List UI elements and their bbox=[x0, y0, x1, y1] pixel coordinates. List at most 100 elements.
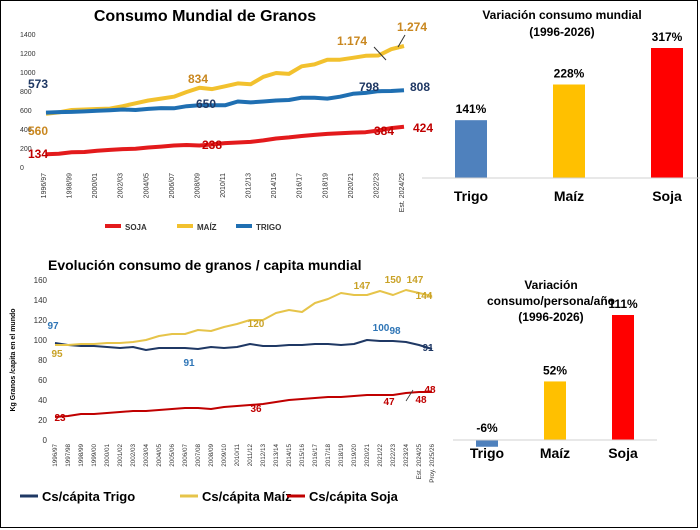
chart1-x-tick: 2002/03 bbox=[118, 173, 125, 198]
chart3-x-tick: 2018/19 bbox=[338, 444, 345, 467]
chart4-category-label: Soja bbox=[608, 445, 638, 461]
chart1-y-tick: 1200 bbox=[20, 51, 36, 58]
chart3-data-label: 120 bbox=[248, 319, 265, 330]
chart4-title: Variación bbox=[524, 278, 577, 292]
chart3-y-tick: 80 bbox=[38, 356, 47, 365]
chart3-data-label: 147 bbox=[407, 275, 424, 286]
chart2-bar bbox=[455, 120, 487, 178]
chart3-x-tick: 1998/99 bbox=[78, 444, 85, 467]
chart3-x-tick: 1997/98 bbox=[65, 444, 72, 467]
chart3-y-tick: 60 bbox=[38, 376, 47, 385]
chart3-x-tick: 2005/06 bbox=[169, 444, 176, 467]
chart3-x-tick: 1996/97 bbox=[52, 444, 59, 467]
chart3-x-tick: 2000/01 bbox=[104, 444, 111, 467]
chart4-data-label: 52% bbox=[543, 363, 567, 377]
chart3-data-label: 147 bbox=[354, 281, 371, 292]
chart3-x-tick: Proy. 2025/26 bbox=[429, 444, 436, 483]
chart3-y-tick: 100 bbox=[34, 336, 48, 345]
chart3-data-label: 91 bbox=[183, 358, 195, 369]
chart3-x-tick: 2014/15 bbox=[286, 444, 293, 467]
chart1-data-label: 798 bbox=[359, 80, 379, 94]
chart3-data-label: 47 bbox=[383, 397, 395, 408]
chart3-x-tick: 2022/23 bbox=[390, 444, 397, 467]
chart1-x-tick: 2020/21 bbox=[348, 173, 355, 198]
chart1-legend-label: SOJA bbox=[125, 223, 147, 232]
chart3-x-tick: 2010/11 bbox=[234, 444, 241, 467]
chart1-data-label: 424 bbox=[413, 121, 433, 135]
chart3-x-tick: 2012/13 bbox=[260, 444, 267, 467]
chart3-data-label: 91 bbox=[422, 343, 434, 354]
chart2-title: Variación consumo mundial bbox=[482, 8, 641, 22]
chart1-y-tick: 800 bbox=[20, 89, 32, 96]
chart3-x-tick: 2013/14 bbox=[273, 444, 280, 467]
chart3-data-label: 48 bbox=[424, 385, 436, 396]
chart1-y-tick: 400 bbox=[20, 127, 32, 134]
chart1-data-label: 650 bbox=[196, 97, 216, 111]
chart4-bar bbox=[476, 440, 498, 447]
chart1-x-tick: 2018/19 bbox=[322, 173, 329, 198]
chart4-category-label: Maíz bbox=[540, 445, 570, 461]
chart2-data-label: 317% bbox=[652, 30, 683, 44]
chart1-data-label: 1.174 bbox=[337, 34, 367, 48]
chart3-x-tick: 2017/18 bbox=[325, 444, 332, 467]
chart1-x-tick: 1996/97 bbox=[41, 173, 48, 198]
chart3-x-tick: 2002/03 bbox=[130, 444, 137, 467]
chart3-legend-label: Cs/cápita Maíz bbox=[202, 489, 292, 504]
chart2-bar bbox=[553, 84, 585, 178]
chart2-category-label: Trigo bbox=[454, 188, 488, 204]
chart4-bar bbox=[612, 315, 634, 440]
chart1-data-label: 573 bbox=[28, 77, 48, 91]
chart4-title: consumo/persona/año bbox=[487, 294, 615, 308]
chart4-data-label: 111% bbox=[608, 297, 638, 311]
chart3-y-tick: 0 bbox=[43, 436, 48, 445]
chart1-data-label: 384 bbox=[374, 124, 394, 138]
chart3-data-label: 23 bbox=[54, 413, 66, 424]
chart3-data-label: 100 bbox=[373, 323, 390, 334]
chart3-data-label: 144 bbox=[416, 291, 433, 302]
chart4-bar bbox=[544, 381, 566, 440]
chart3-series-line bbox=[55, 289, 433, 346]
chart1-y-tick: 1000 bbox=[20, 70, 36, 77]
chart3-series-line bbox=[54, 391, 432, 418]
chart1-data-label: 1.274 bbox=[397, 20, 427, 34]
chart1-y-tick: 600 bbox=[20, 108, 32, 115]
chart3-data-label: 95 bbox=[51, 349, 63, 360]
chart1-title: Consumo Mundial de Granos bbox=[94, 8, 316, 25]
chart1-x-tick: 1998/99 bbox=[67, 173, 74, 198]
chart3-x-tick: 2006/07 bbox=[182, 444, 189, 467]
chart3-x-tick: 2008/09 bbox=[208, 444, 215, 467]
chart3-x-tick: 2020/21 bbox=[364, 444, 371, 467]
chart2-data-label: 228% bbox=[554, 66, 585, 80]
chart3-leader-line bbox=[405, 389, 414, 402]
chart1-leader-line bbox=[397, 34, 406, 48]
chart1-data-label: 238 bbox=[202, 138, 222, 152]
chart3-x-tick: 2011/12 bbox=[247, 444, 254, 467]
chart3-x-tick: 2021/22 bbox=[377, 444, 384, 467]
chart2-title: (1996-2026) bbox=[529, 25, 594, 39]
chart3-x-tick: 1999/00 bbox=[91, 444, 98, 467]
chart3-x-tick: 2019/20 bbox=[351, 444, 358, 467]
chart3-series-line bbox=[54, 339, 433, 351]
chart1-y-tick: 1400 bbox=[20, 32, 36, 39]
chart1-x-tick: 2010/11 bbox=[220, 173, 227, 198]
chart1-series-line-trigo bbox=[45, 88, 405, 115]
chart1-y-tick: 200 bbox=[20, 146, 32, 153]
chart1-x-tick: Est. 2024/25 bbox=[399, 173, 406, 212]
chart1-x-tick: 2004/05 bbox=[143, 173, 150, 198]
chart3-legend-label: Cs/cápita Soja bbox=[309, 489, 399, 504]
chart1-x-tick: 2014/15 bbox=[271, 173, 278, 198]
chart1-y-tick: 0 bbox=[20, 165, 24, 172]
chart4-title: (1996-2026) bbox=[518, 310, 583, 324]
chart1-x-tick: 2016/17 bbox=[297, 173, 304, 198]
chart3-x-tick: Est. 2024/25 bbox=[416, 444, 423, 480]
chart3-y-tick: 40 bbox=[38, 396, 47, 405]
chart3-data-label: 98 bbox=[389, 326, 401, 337]
chart4-data-label: -6% bbox=[476, 421, 498, 435]
chart4-category-label: Trigo bbox=[470, 445, 504, 461]
chart1-x-tick: 2012/13 bbox=[246, 173, 253, 198]
chart3-data-label: 36 bbox=[250, 404, 262, 415]
chart3-x-tick: 2016/17 bbox=[312, 444, 319, 467]
chart1-data-label: 134 bbox=[28, 147, 48, 161]
